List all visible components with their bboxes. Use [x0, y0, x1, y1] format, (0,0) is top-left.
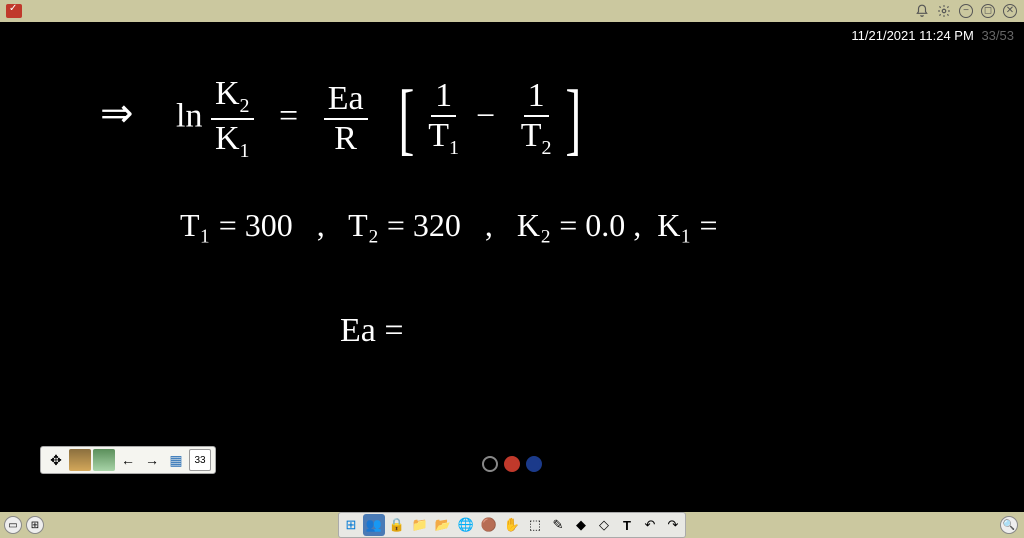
folder-icon-1[interactable]: 📁: [409, 514, 431, 536]
text-tool-icon[interactable]: T: [616, 514, 638, 536]
people-icon[interactable]: 👥: [363, 514, 385, 536]
page-total: 53: [1000, 28, 1014, 43]
k2-value: K₂ = 0.0: [517, 207, 625, 243]
minimize-icon[interactable]: −: [958, 3, 974, 19]
taskbar-app-1-icon[interactable]: ▭: [4, 516, 22, 534]
new-page-icon[interactable]: ▦: [165, 449, 187, 471]
edge-icon[interactable]: 🌐: [455, 514, 477, 536]
taskbar-right: 🔍: [1000, 516, 1018, 534]
select-tool-icon[interactable]: ⬚: [524, 514, 546, 536]
date-label: 11/21/2021: [851, 28, 915, 43]
browser-icon[interactable]: 🟤: [478, 514, 500, 536]
taskbar-left: ▭ ⊞: [0, 516, 44, 534]
gear-icon[interactable]: [936, 3, 952, 19]
k1-value: K₁ =: [657, 207, 717, 243]
equation-line-2: T₁ = 300 , T₂ = 320 , K₂ = 0.0 , K₁ =: [180, 207, 718, 244]
move-tool-icon[interactable]: ✥: [45, 449, 67, 471]
app-icon: [6, 4, 22, 18]
arrow-right-icon[interactable]: →: [141, 449, 163, 471]
lock-icon[interactable]: 🔒: [386, 514, 408, 536]
close-icon[interactable]: ✕: [1002, 3, 1018, 19]
zoom-icon[interactable]: 🔍: [1000, 516, 1018, 534]
equation-line-1: ⇒ ln K2 K1 = Ea R [ 1 T1 − 1 T2 ]: [100, 77, 587, 161]
color-black[interactable]: [482, 456, 498, 472]
undo-icon[interactable]: ↶: [639, 514, 661, 536]
t1-value: T₁ = 300: [180, 207, 293, 243]
eraser-tool-icon[interactable]: ◆: [570, 514, 592, 536]
equation-line-3: Ea =: [340, 312, 404, 350]
taskbar-center-tray: ⊞ 👥 🔒 📁 📂 🌐 🟤 ✋ ⬚ ✎ ◆ ◇ T ↶ ↷: [338, 512, 686, 538]
drawing-canvas[interactable]: 11/21/2021 11:24 PM 33/53 ⇒ ln K2 K1 = E…: [0, 22, 1024, 512]
ln-label: ln: [176, 98, 202, 135]
windows-icon[interactable]: ⊞: [340, 514, 362, 536]
time-label: 11:24 PM: [919, 28, 974, 43]
color-picker: [482, 456, 542, 472]
t2-value: T₂ = 320: [348, 207, 461, 243]
ea-value: Ea =: [340, 312, 404, 349]
background-icon-1[interactable]: [69, 449, 91, 471]
timestamp: 11/21/2021 11:24 PM 33/53: [851, 28, 1014, 43]
hand-tool-icon[interactable]: ✋: [501, 514, 523, 536]
shape-tool-icon[interactable]: ◇: [593, 514, 615, 536]
arrow-left-icon[interactable]: ←: [117, 449, 139, 471]
task-bar: ▭ ⊞ ⊞ 👥 🔒 📁 📂 🌐 🟤 ✋ ⬚ ✎ ◆ ◇ T ↶ ↷ 🔍: [0, 512, 1024, 538]
page-number-box[interactable]: 33: [189, 449, 211, 471]
folder-icon-2[interactable]: 📂: [432, 514, 454, 536]
pen-tool-icon[interactable]: ✎: [547, 514, 569, 536]
color-red[interactable]: [504, 456, 520, 472]
page-current: 33: [981, 28, 995, 43]
redo-icon[interactable]: ↷: [662, 514, 684, 536]
bell-icon[interactable]: [914, 3, 930, 19]
background-icon-2[interactable]: [93, 449, 115, 471]
taskbar-app-2-icon[interactable]: ⊞: [26, 516, 44, 534]
title-bar: − ◻ ✕: [0, 0, 1024, 22]
floating-toolbar: ✥ ← → ▦ 33: [40, 446, 216, 474]
color-blue[interactable]: [526, 456, 542, 472]
restore-icon[interactable]: ◻: [980, 3, 996, 19]
arrow-symbol: ⇒: [100, 91, 134, 136]
title-bar-right: − ◻ ✕: [914, 3, 1018, 19]
title-bar-left: [6, 4, 22, 18]
